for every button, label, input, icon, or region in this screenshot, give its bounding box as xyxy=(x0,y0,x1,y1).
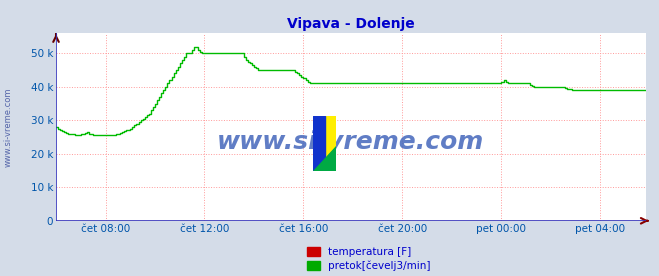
Legend: temperatura [F], pretok[čevelj3/min]: temperatura [F], pretok[čevelj3/min] xyxy=(307,247,431,271)
Bar xyxy=(325,116,336,171)
Bar xyxy=(313,116,325,171)
Text: www.si-vreme.com: www.si-vreme.com xyxy=(3,87,13,167)
Title: Vipava - Dolenje: Vipava - Dolenje xyxy=(287,17,415,31)
Text: www.si-vreme.com: www.si-vreme.com xyxy=(217,130,484,154)
Polygon shape xyxy=(313,146,336,171)
